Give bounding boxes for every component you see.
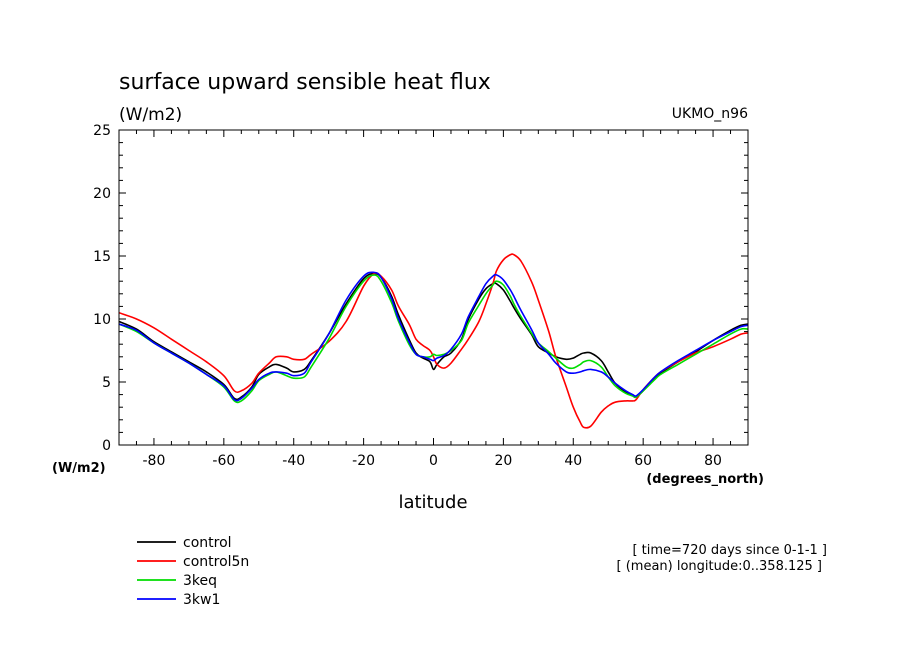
- y-axis-unit-label: (W/m2): [52, 461, 106, 476]
- x-tick-label: -60: [212, 453, 235, 469]
- y-tick-label: 0: [102, 438, 111, 454]
- x-tick-label: -20: [352, 453, 375, 469]
- series-line-control: [119, 272, 748, 401]
- legend: control control5n 3keq 3kw1: [137, 535, 249, 608]
- x-axis-unit-label: (degrees_north): [646, 472, 764, 487]
- x-tick-label: 60: [634, 453, 652, 469]
- y-tick-label: 25: [93, 123, 111, 139]
- legend-label-control5n: control5n: [183, 554, 249, 570]
- series-line-3keq: [119, 274, 748, 404]
- x-tick-label: -80: [143, 453, 166, 469]
- legend-label-3kw1: 3kw1: [183, 592, 220, 608]
- info-time: [ time=720 days since 0-1-1 ]: [632, 543, 827, 558]
- x-tick-label: -40: [282, 453, 305, 469]
- legend-label-control: control: [183, 535, 232, 551]
- x-tick-label: 0: [429, 453, 438, 469]
- x-tick-label: 80: [704, 453, 722, 469]
- x-axis-label: latitude: [398, 492, 467, 513]
- y-tick-label: 5: [102, 375, 111, 391]
- info-longitude: [ (mean) longitude:0..358.125 ]: [617, 559, 822, 574]
- y-tick-label: 15: [93, 249, 111, 265]
- plot-frame: [118, 129, 749, 446]
- series-layer: [119, 253, 748, 429]
- model-label: UKMO_n96: [672, 106, 748, 122]
- chart-title: surface upward sensible heat flux: [119, 70, 491, 95]
- x-tick-label: 20: [494, 453, 512, 469]
- units-label: (W/m2): [119, 105, 182, 125]
- y-tick-label: 20: [93, 186, 111, 202]
- series-line-3kw1: [119, 271, 748, 402]
- series-line-control5n: [119, 253, 748, 429]
- tick-layer: -80 -60 -40 -20 0 20 40 60 80 0 5 10 15 20 25: [93, 123, 749, 469]
- plot-area: -80 -60 -40 -20 0 20 40 60 80 0 5 10 15 20 25: [93, 123, 749, 469]
- x-tick-label: 40: [564, 453, 582, 469]
- legend-label-3keq: 3keq: [183, 573, 217, 589]
- y-tick-label: 10: [93, 312, 111, 328]
